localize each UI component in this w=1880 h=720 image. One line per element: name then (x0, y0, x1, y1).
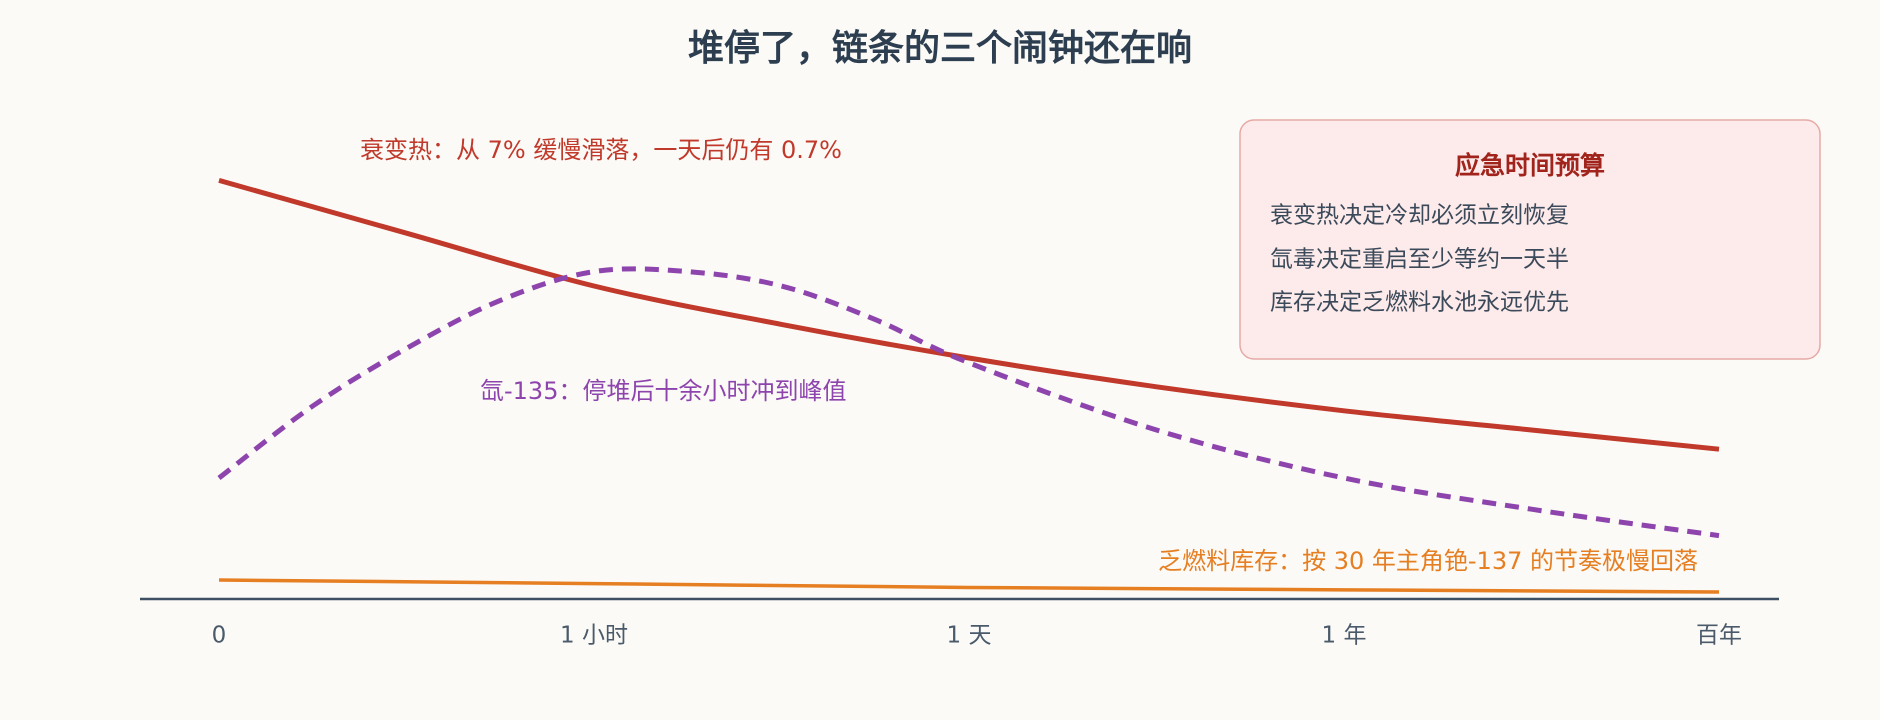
series-annotation: 衰变热：从 7% 缓慢滑落，一天后仍有 0.7% (360, 136, 842, 164)
data-line (217, 266, 1720, 539)
info-box (1239, 119, 1821, 360)
data-line (218, 177, 1720, 452)
x-tick-label: 1 小时 (560, 623, 628, 649)
x-tick-label: 1 年 (1322, 623, 1367, 649)
series-annotation: 乏燃料库存：按 30 年主角铯-137 的节奏极慢回落 (1158, 547, 1698, 575)
info-box-line: 衰变热决定冷却必须立刻恢复 (1270, 203, 1569, 229)
data-line (218, 578, 1720, 594)
info-box-line: 库存决定乏燃料水池永远优先 (1270, 290, 1569, 316)
info-box-line: 氙毒决定重启至少等约一天半 (1270, 247, 1569, 273)
x-tick-label: 1 天 (947, 623, 992, 649)
x-tick-label: 0 (212, 623, 227, 649)
x-tick-label: 百年 (1696, 623, 1742, 649)
series-annotation: 氙-135：停堆后十余小时冲到峰值 (480, 377, 846, 405)
chart-title: 堆停了，链条的三个闹钟还在响 (688, 28, 1192, 69)
info-box-title: 应急时间预算 (1455, 151, 1605, 180)
